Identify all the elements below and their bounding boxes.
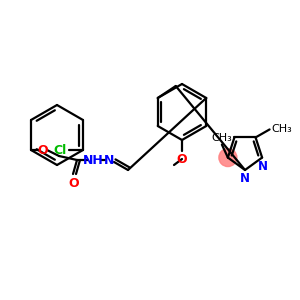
Text: O: O bbox=[38, 143, 48, 157]
Circle shape bbox=[219, 148, 237, 166]
Text: N: N bbox=[104, 154, 114, 166]
Text: N: N bbox=[240, 172, 250, 185]
Text: N: N bbox=[258, 160, 268, 172]
Text: CH₃: CH₃ bbox=[212, 133, 232, 142]
Text: O: O bbox=[177, 153, 187, 166]
Text: NH: NH bbox=[82, 154, 103, 166]
Text: Cl: Cl bbox=[54, 143, 67, 157]
Text: O: O bbox=[69, 177, 79, 190]
Text: CH₃: CH₃ bbox=[272, 124, 292, 134]
